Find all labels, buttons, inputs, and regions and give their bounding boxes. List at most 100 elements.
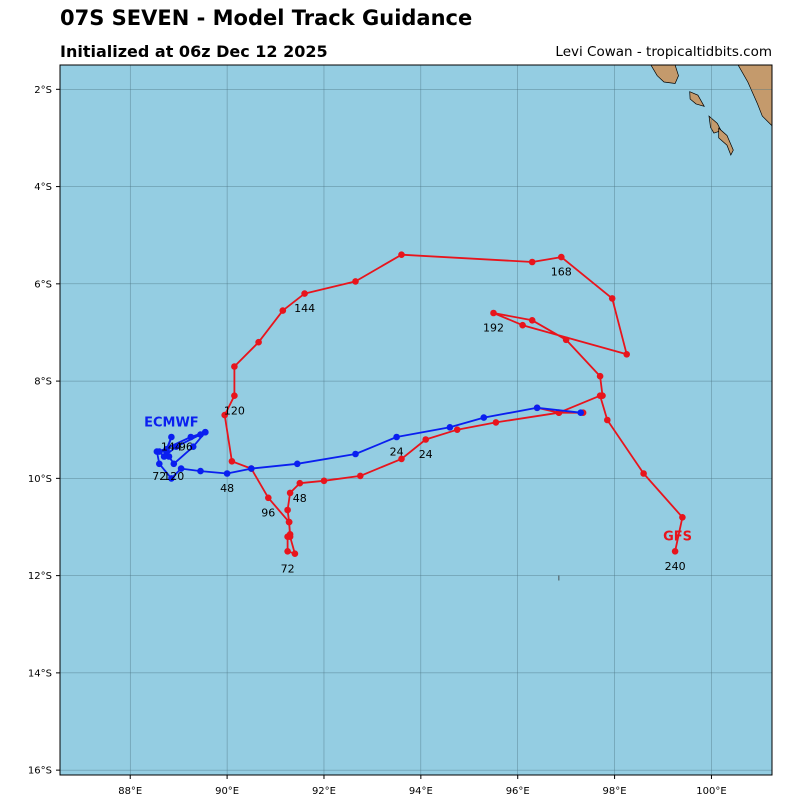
gfs-hour-label: 168 <box>551 266 572 279</box>
gfs-track-point <box>285 518 293 526</box>
gfs-track-point <box>231 392 238 400</box>
map-frame <box>59 64 773 776</box>
gfs-track-point <box>679 514 686 521</box>
lon-tick-label: 98°E <box>603 786 627 797</box>
gfs-track-point <box>286 533 294 540</box>
gfs-track-point <box>528 317 536 324</box>
ecmwf-track <box>153 404 584 482</box>
gfs-track-point <box>357 472 364 480</box>
gfs-track-point <box>228 458 236 465</box>
ecmwf-track-point <box>248 465 255 472</box>
gfs-hour-label: 24 <box>419 448 433 461</box>
lat-tick-label: 4°S <box>34 182 52 193</box>
land-polygon-1 <box>650 65 679 84</box>
ecmwf-track-point <box>533 404 541 412</box>
ocean-background <box>60 65 772 775</box>
gfs-hour-label: 240 <box>665 560 686 573</box>
ecmwf-track-point <box>168 475 175 482</box>
gfs-track-point <box>284 548 291 555</box>
gfs-track-point <box>286 489 294 497</box>
ecmwf-track-point <box>202 428 209 436</box>
ecmwf-track-point <box>393 433 400 441</box>
land-polygon-0 <box>737 65 772 127</box>
island-glyph: ı <box>558 573 561 583</box>
lat-tick-label: 12°S <box>28 571 52 582</box>
lat-tick-label: 14°S <box>28 668 52 679</box>
gfs-track-point <box>640 470 647 477</box>
ecmwf-track-point <box>177 465 185 472</box>
ecmwf-track-point <box>172 443 180 451</box>
ecmwf-track-point <box>197 467 204 475</box>
gfs-track-point <box>596 392 604 400</box>
gfs-track-point <box>608 295 616 302</box>
gfs-track <box>221 251 686 557</box>
credit-text: Levi Cowan - tropicaltidbits.com <box>555 44 772 60</box>
ecmwf-track-point <box>168 433 175 441</box>
page-title: 07S SEVEN - Model Track Guidance <box>60 6 473 30</box>
gfs-track-point <box>398 251 405 258</box>
gfs-track-point <box>265 494 272 502</box>
ecmwf-track-point <box>163 445 170 453</box>
gfs-track-point <box>519 321 526 329</box>
ecmwf-track-point <box>170 460 178 468</box>
land-layer <box>650 65 772 156</box>
gfs-model-label: GFS <box>663 530 692 545</box>
lon-tick-label: 94°E <box>409 786 433 797</box>
gfs-track-point <box>398 455 405 463</box>
ecmwf-track-point <box>165 453 173 460</box>
gfs-track-point <box>231 363 238 370</box>
ecmwf-model-label: ECMWF <box>144 415 199 430</box>
ecmwf-track-point <box>294 460 301 468</box>
gfs-track-point <box>296 479 304 487</box>
lon-tick-label: 88°E <box>118 786 142 797</box>
axis-ticks: 88°E 90°E 92°E 94°E 96°E 98°E 100°E 2°S 4°S 6°S 8°… <box>28 85 727 797</box>
lat-tick-label: 8°S <box>34 377 52 388</box>
ecmwf-hour-label: 48 <box>220 482 234 495</box>
land-polygon-3 <box>708 115 722 134</box>
ecmwf-hour-label: 24 <box>390 446 404 459</box>
ecmwf-track-point <box>189 443 197 451</box>
land-polygon-4 <box>718 127 734 156</box>
gfs-hour-label: 48 <box>293 492 307 505</box>
gfs-track-point <box>255 338 262 346</box>
ecmwf-hour-label: 72 <box>152 470 166 483</box>
gfs-hour-label: 144 <box>294 302 315 315</box>
ecmwf-track-point <box>156 460 163 468</box>
gridlines <box>60 65 772 775</box>
gfs-track-point <box>320 477 328 485</box>
lon-tick-label: 90°E <box>215 786 239 797</box>
ecmwf-hour-label: 96 <box>179 441 193 454</box>
lon-tick-label: 92°E <box>312 786 336 797</box>
gfs-hour-label: 72 <box>281 562 295 575</box>
ecmwf-hour-label: 120 <box>163 470 184 483</box>
ecmwf-track-point <box>446 424 454 431</box>
gfs-track-point <box>352 278 359 285</box>
gfs-track-point <box>422 436 430 443</box>
gfs-track-point <box>558 253 565 261</box>
gfs-hour-label: 192 <box>483 322 504 335</box>
lat-tick-label: 2°S <box>34 85 52 96</box>
ecmwf-track-point <box>160 453 168 460</box>
gfs-hour-label: 120 <box>224 404 245 417</box>
lat-tick-label: 10°S <box>28 474 52 485</box>
gfs-track-point <box>284 506 291 514</box>
lon-tick-label: 96°E <box>506 786 530 797</box>
gfs-track-point <box>279 307 287 314</box>
ecmwf-track-point <box>223 470 231 477</box>
lat-tick-label: 16°S <box>28 766 52 777</box>
ecmwf-track-point <box>187 433 195 441</box>
lat-tick-label: 6°S <box>34 279 52 290</box>
ecmwf-track-point <box>156 448 163 455</box>
ecmwf-hour-label: 144 <box>161 441 182 454</box>
small-island: ı <box>558 573 561 583</box>
ecmwf-track-point <box>480 414 488 421</box>
lon-tick-label: 100°E <box>696 786 726 797</box>
land-polygon-2 <box>689 91 705 107</box>
gfs-track-point <box>221 411 228 419</box>
gfs-track-point <box>623 351 630 358</box>
gfs-track-point <box>671 548 679 555</box>
gfs-track-point <box>301 290 308 297</box>
gfs-track-point <box>528 258 536 266</box>
track-labels: 2448729612014416819224024487212014496GFS… <box>144 266 692 576</box>
